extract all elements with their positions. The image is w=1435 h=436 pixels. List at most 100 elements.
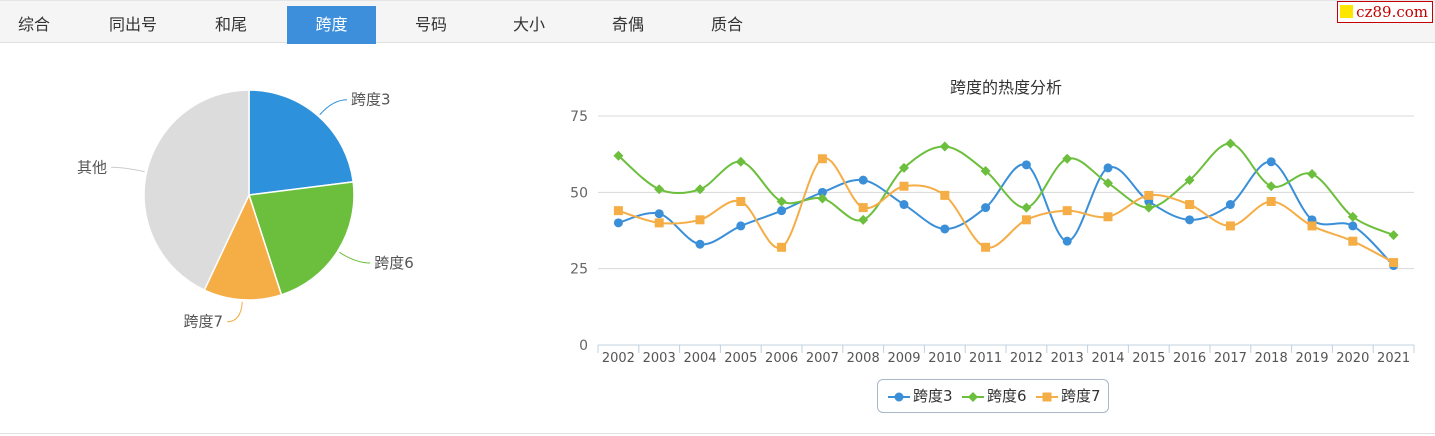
series-1-point-13	[1103, 163, 1113, 173]
series-2-point-13	[1103, 178, 1113, 189]
tab-prime-composite[interactable]: 质合	[710, 15, 743, 34]
series-1-point-2	[654, 209, 664, 219]
x-tick-label-19: 2020	[1336, 351, 1369, 366]
x-tick-label-15: 2016	[1173, 351, 1206, 366]
pie-label-4: 其他	[77, 158, 107, 176]
x-tick-label-13: 2014	[1091, 351, 1124, 366]
line-chart: 跨度的热度分析 0 25 50 75 2002 2003 2004 2005 2006 2007 20…	[570, 78, 1415, 366]
series-3-point-18	[1307, 221, 1317, 231]
series-2-point-19	[1347, 211, 1358, 222]
series-3-point-14	[1144, 190, 1154, 200]
x-tick-label-8: 2009	[887, 351, 920, 366]
legend-item-series-2[interactable]: 跨度6	[962, 380, 1027, 412]
pie-connector-1	[319, 99, 347, 116]
legend-diamond-marker-icon	[962, 391, 984, 402]
series-3-point-20	[1389, 258, 1399, 268]
y-tick-label-3: 50	[570, 185, 588, 201]
series-line-1	[618, 160, 1395, 267]
series-1-point-8	[899, 200, 909, 210]
x-tick-label-4: 2005	[724, 351, 757, 366]
series-3-point-6	[817, 154, 827, 164]
legend-item-series-3[interactable]: 跨度7	[1036, 380, 1101, 412]
series-3-point-8	[899, 181, 909, 191]
tab-span[interactable]: 跨度	[287, 6, 376, 44]
x-tick-label-10: 2011	[969, 351, 1002, 366]
series-3-point-19	[1348, 236, 1358, 246]
series-2-point-4	[735, 156, 746, 167]
series-3-point-12	[1062, 206, 1072, 216]
pie-connector-4	[111, 166, 145, 173]
series-1-point-19	[1348, 221, 1358, 231]
pie-slice-4	[143, 89, 250, 292]
series-line-2	[617, 142, 1395, 237]
x-tick-label-6: 2007	[806, 351, 839, 366]
series-2-point-12	[1062, 153, 1073, 164]
legend-item-series-1[interactable]: 跨度3	[888, 380, 953, 412]
legend-square-marker-icon	[1036, 392, 1058, 401]
series-1-point-9	[940, 224, 950, 234]
pie-label-3: 跨度7	[183, 313, 223, 331]
series-3-point-13	[1103, 212, 1113, 222]
series-3-point-5	[777, 242, 787, 252]
series-1-point-5	[777, 206, 787, 216]
tab-numbers[interactable]: 号码	[414, 15, 447, 34]
y-tick-label-4: 75	[570, 109, 588, 125]
series-1-point-1	[613, 218, 623, 228]
x-tick-label-14: 2015	[1132, 351, 1165, 366]
pie-connector-2	[339, 251, 371, 264]
series-3-point-3	[695, 215, 705, 225]
logo-square-icon	[1340, 5, 1354, 18]
series-2-point-14	[1143, 202, 1154, 213]
series-2-point-6	[817, 193, 828, 204]
series-2-point-7	[858, 214, 869, 225]
legend-label-series-2: 跨度6	[987, 387, 1027, 405]
top-nav-bar: 综合 同出号 和尾 跨度 号码 大小 奇偶 质合	[0, 0, 1435, 44]
tab-sum-tail[interactable]: 和尾	[214, 15, 247, 34]
y-tick-label-2: 25	[570, 262, 588, 278]
x-tick-label-17: 2018	[1255, 351, 1288, 366]
site-logo[interactable]: cz89.com	[1337, 1, 1433, 23]
tab-overview[interactable]: 综合	[17, 15, 50, 34]
series-3-point-17	[1266, 196, 1276, 206]
series-1-point-7	[858, 175, 868, 185]
tab-odd-even[interactable]: 奇偶	[611, 15, 644, 34]
tab-big-small[interactable]: 大小	[512, 15, 545, 34]
series-2-point-8	[899, 162, 909, 173]
x-tick-label-5: 2006	[765, 351, 798, 366]
y-tick-label-1: 0	[579, 338, 588, 354]
x-tick-label-16: 2017	[1214, 351, 1247, 366]
x-tick-label-7: 2008	[847, 351, 880, 366]
series-3-point-1	[613, 206, 623, 216]
legend-label-series-1: 跨度3	[913, 387, 953, 405]
series-2-point-5	[776, 196, 787, 207]
line-chart-legend: 跨度3 跨度6 跨度7	[877, 379, 1109, 413]
series-2-point-1	[613, 150, 624, 161]
bottom-divider	[0, 433, 1435, 434]
series-line-3	[618, 157, 1395, 264]
series-3-point-9	[940, 190, 950, 200]
series-3-point-2	[654, 218, 664, 228]
series-1-point-15	[1185, 215, 1195, 225]
x-tick-label-3: 2004	[683, 351, 716, 366]
series-3-point-7	[858, 203, 868, 213]
series-3-point-10	[981, 242, 991, 252]
series-1-point-16	[1225, 200, 1235, 210]
x-tick-label-20: 2021	[1377, 351, 1410, 366]
line-chart-title: 跨度的热度分析	[950, 78, 1062, 97]
pie-label-2: 跨度6	[374, 254, 414, 272]
logo-text: cz89.com	[1356, 3, 1428, 21]
tab-same-numbers[interactable]: 同出号	[108, 15, 157, 34]
x-tick-label-12: 2013	[1051, 351, 1084, 366]
legend-label-series-3: 跨度7	[1061, 387, 1101, 405]
legend-circle-marker-icon	[888, 392, 910, 401]
x-tick-label-1: 2002	[602, 351, 635, 366]
series-1-point-3	[695, 239, 705, 249]
x-tick-label-18: 2019	[1295, 351, 1328, 366]
series-2-point-17	[1266, 181, 1277, 192]
series-1-point-4	[736, 221, 746, 231]
series-2-point-10	[980, 165, 991, 176]
series-3-point-4	[736, 196, 746, 206]
series-1-point-6	[817, 187, 827, 197]
series-1-point-11	[1021, 160, 1031, 170]
series-3-point-11	[1021, 215, 1031, 225]
